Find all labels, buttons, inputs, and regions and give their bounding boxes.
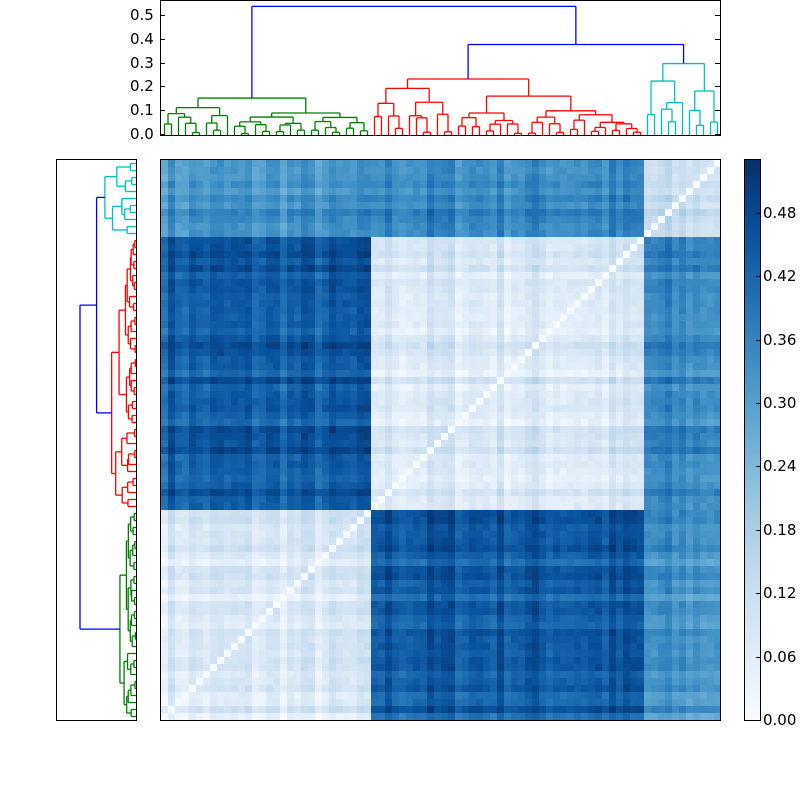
colorbar-tick-label: 0.00: [763, 711, 797, 729]
y-tick-mark: [160, 110, 165, 112]
colorbar-tick-label: 0.24: [763, 457, 797, 476]
y-tick-mark-right: [715, 14, 720, 16]
y-tick-mark: [160, 86, 165, 88]
y-tick-mark-right: [715, 110, 720, 112]
colorbar-tick-mark: [756, 403, 760, 405]
colorbar-tick-mark: [756, 656, 760, 658]
colorbar-gradient: [745, 160, 760, 720]
colorbar-tick-label: 0.48: [763, 203, 797, 222]
colorbar-tick-label: 0.12: [763, 584, 797, 603]
y-tick-label: 0.2: [130, 77, 154, 96]
left-dendrogram-lines: [79, 162, 137, 718]
heatmap-cells: [161, 160, 720, 720]
heatmap: [160, 159, 721, 721]
left-dendrogram: [56, 159, 137, 721]
colorbar-tick-mark: [756, 339, 760, 341]
y-tick-mark: [160, 62, 165, 64]
colorbar-tick-label: 0.36: [763, 330, 797, 349]
y-tick-mark-right: [715, 62, 720, 64]
y-tick-label: 0.0: [130, 125, 154, 143]
top-dendrogram: [160, 0, 721, 136]
colorbar-tick-mark: [756, 593, 760, 595]
y-tick-mark: [160, 38, 165, 40]
colorbar-tick-mark: [756, 276, 760, 278]
colorbar-tick-mark: [756, 466, 760, 468]
colorbar-tick-label: 0.06: [763, 647, 797, 666]
y-tick-mark: [160, 14, 165, 16]
colorbar: [744, 159, 761, 721]
colorbar-tick-label: 0.18: [763, 520, 797, 539]
colorbar-tick-mark: [756, 212, 760, 214]
y-tick-mark-right: [715, 38, 720, 40]
colorbar-tick-mark: [756, 720, 760, 721]
colorbar-tick-mark: [756, 529, 760, 531]
y-tick-label: 0.5: [130, 5, 154, 24]
top-dendrogram-lines: [163, 5, 719, 135]
y-tick-mark-right: [715, 134, 720, 135]
colorbar-tick-label: 0.30: [763, 394, 797, 413]
y-tick-mark: [160, 134, 165, 135]
y-tick-label: 0.1: [130, 101, 154, 120]
colorbar-tick-label: 0.42: [763, 267, 797, 286]
y-tick-mark-right: [715, 86, 720, 88]
y-tick-label: 0.4: [130, 29, 154, 48]
y-tick-label: 0.3: [130, 53, 154, 72]
